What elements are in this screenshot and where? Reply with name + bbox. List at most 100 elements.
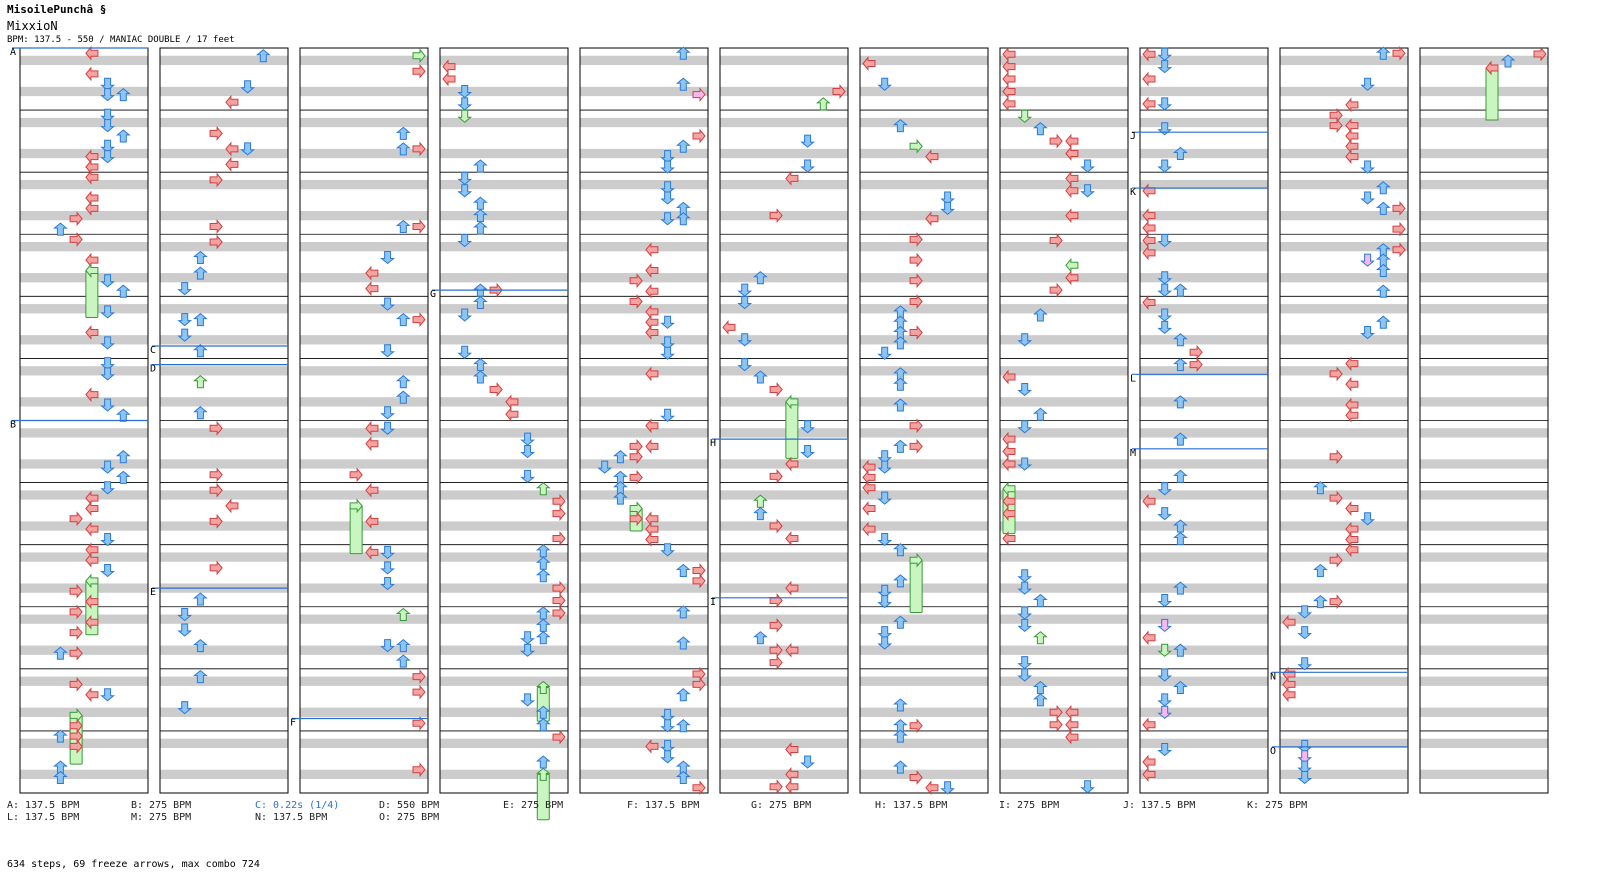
bpm-legend-item: G: 275 BPM: [751, 800, 812, 811]
step-arrow-left: [785, 580, 799, 596]
bpm-change-marker: B: [10, 420, 16, 431]
chart-column: F: [290, 47, 429, 794]
step-arrow-right: [412, 312, 426, 327]
step-arrow-down: [1017, 333, 1033, 347]
step-arrow-down: [1297, 771, 1313, 785]
step-arrow-right: [909, 273, 923, 289]
freeze-arrow-body: [536, 773, 550, 821]
step-arrow-right: [349, 467, 363, 483]
step-arrow-right: [692, 128, 706, 144]
step-arrow-down: [1360, 512, 1375, 526]
step-arrow-down: [177, 313, 193, 327]
step-arrow-down: [1157, 643, 1173, 657]
step-arrow-down: [1017, 656, 1033, 670]
step-arrow-left: [1002, 506, 1016, 521]
step-arrow-right: [1392, 201, 1406, 216]
step-arrow-right: [692, 780, 706, 796]
step-arrow-up: [893, 398, 908, 412]
step-arrow-right: [909, 552, 923, 568]
step-arrow-left: [85, 66, 99, 82]
bpm-change-marker: K: [1130, 187, 1136, 198]
chart-column: [1419, 46, 1549, 794]
step-arrow-down: [660, 150, 675, 164]
step-arrow-right: [209, 514, 223, 529]
step-arrow-right: [412, 715, 426, 731]
step-arrow-left: [1142, 46, 1156, 62]
step-arrow-down: [520, 643, 535, 657]
bpm-legend-item: A: 137.5 BPM: [7, 800, 80, 811]
step-arrow-up: [1375, 46, 1391, 60]
bpm-legend-item: H: 137.5 BPM: [875, 800, 948, 811]
step-arrow-up: [893, 336, 908, 350]
step-arrow-up: [1173, 357, 1188, 372]
step-arrow-left: [1345, 149, 1359, 164]
bpm-change-marker: D: [150, 364, 156, 375]
step-arrow-right: [69, 583, 83, 599]
chart-column: J K L M: [1130, 46, 1269, 794]
step-arrow-down: [737, 358, 753, 372]
step-arrow-left: [442, 59, 456, 74]
step-arrow-left: [1065, 270, 1079, 286]
step-arrow-right: [412, 48, 426, 64]
step-arrow-left: [645, 325, 659, 340]
step-arrow-up: [115, 284, 131, 298]
step-arrow-down: [520, 432, 535, 446]
step-arrow-down: [877, 533, 893, 547]
step-arrow-up: [893, 760, 908, 774]
step-arrow-up: [115, 408, 131, 422]
step-arrow-right: [1329, 118, 1343, 133]
step-arrow-up: [753, 271, 768, 285]
step-arrow-up: [1173, 469, 1188, 483]
bpm-change-marker: O: [1270, 746, 1276, 757]
step-arrow-up: [193, 638, 208, 653]
step-arrow-right: [412, 63, 426, 79]
step-arrow-left: [85, 614, 99, 630]
step-arrow-left: [785, 767, 799, 782]
step-arrow-up: [613, 491, 628, 505]
step-arrow-up: [395, 219, 411, 233]
step-arrow-left: [1065, 729, 1079, 745]
step-arrow-left: [1345, 407, 1359, 423]
step-arrow-left: [1002, 493, 1016, 509]
step-arrow-left: [85, 387, 99, 402]
step-arrow-down: [380, 421, 395, 435]
step-arrow-down: [737, 296, 753, 310]
step-arrow-left: [1002, 481, 1016, 497]
step-arrow-up: [535, 680, 551, 694]
step-arrow-left: [1142, 717, 1156, 733]
step-arrow-left: [645, 242, 659, 258]
step-arrow-down: [660, 708, 675, 723]
step-arrow-left: [1485, 60, 1499, 76]
step-arrow-left: [1142, 220, 1156, 236]
step-arrow-up: [1375, 315, 1391, 329]
step-arrow-right: [552, 593, 566, 608]
step-arrow-down: [380, 344, 395, 358]
step-arrow-left: [225, 498, 239, 514]
step-arrow-left: [1345, 376, 1359, 392]
chart-column: [999, 46, 1129, 794]
step-arrow-up: [473, 370, 488, 384]
step-arrow-down: [100, 336, 115, 350]
step-arrow-left: [645, 418, 659, 434]
step-arrow-down: [1157, 60, 1173, 74]
bpm-change-marker: A: [10, 47, 16, 58]
step-arrow-left: [1002, 96, 1016, 112]
step-arrow-right: [552, 580, 566, 596]
step-arrow-down: [877, 626, 893, 640]
step-arrow-right: [1329, 449, 1343, 465]
step-arrow-down: [877, 636, 893, 650]
step-arrow-down: [100, 108, 115, 122]
step-arrow-down: [100, 367, 115, 381]
step-arrow-down: [177, 608, 193, 622]
step-arrow-left: [85, 687, 99, 703]
step-arrow-right: [209, 172, 223, 188]
step-arrow-left: [1142, 754, 1156, 770]
step-arrow-down: [100, 119, 115, 133]
step-arrow-down: [1157, 693, 1173, 707]
step-arrow-right: [552, 729, 566, 745]
step-arrow-up: [193, 375, 208, 389]
step-arrow-down: [457, 97, 473, 111]
step-arrow-up: [193, 406, 208, 420]
step-arrow-right: [1049, 717, 1063, 733]
step-arrow-left: [1065, 146, 1079, 161]
